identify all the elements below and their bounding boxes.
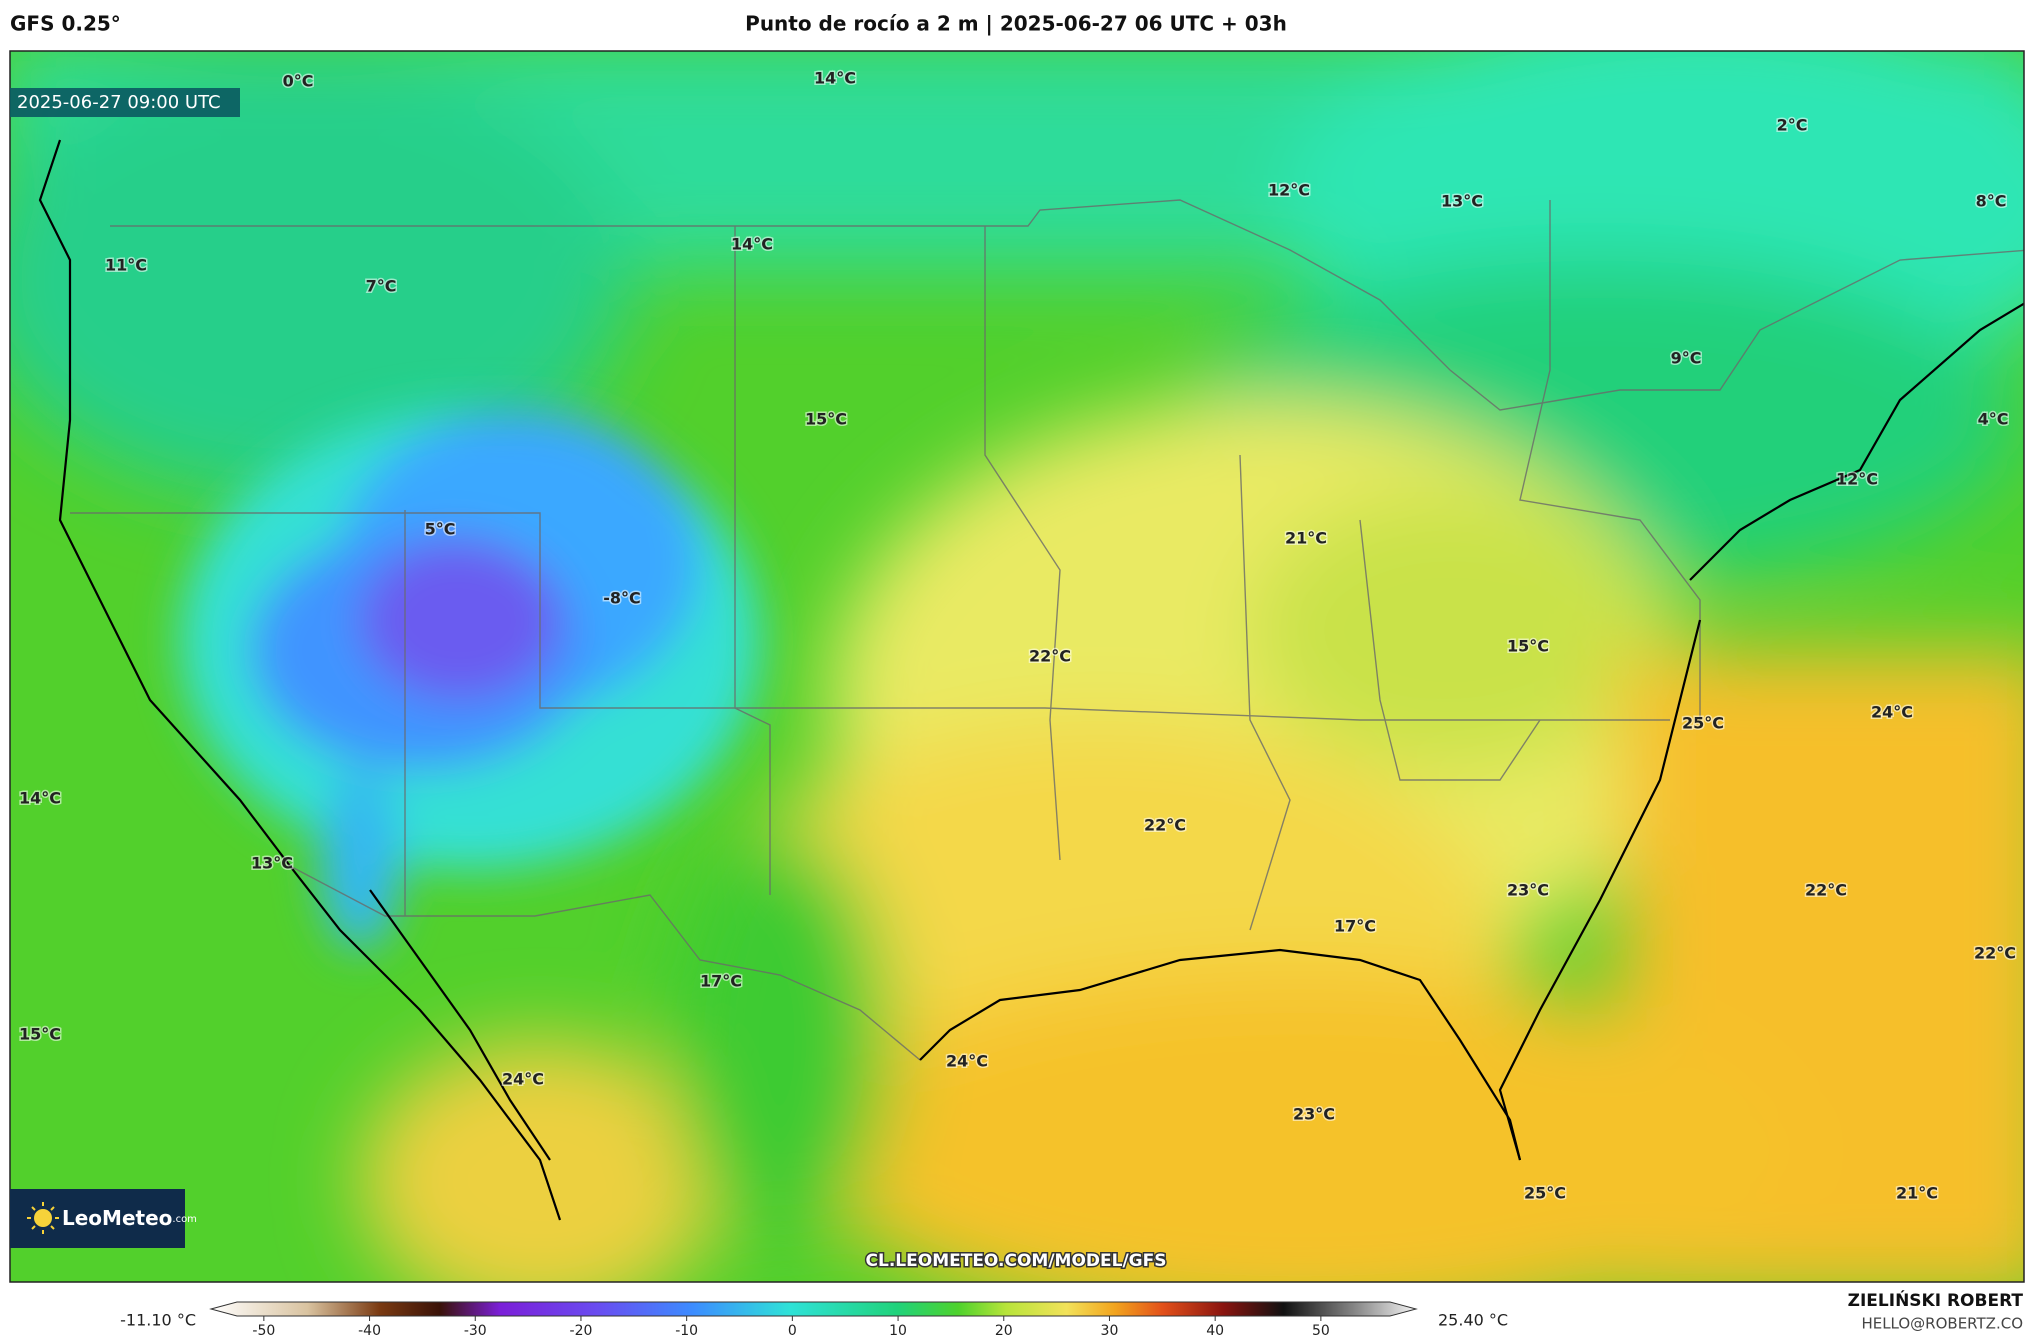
logo: LeoMeteo.com bbox=[62, 1206, 197, 1230]
temperature-label: 22°C bbox=[1974, 944, 2016, 963]
temperature-label: 14°C bbox=[731, 235, 773, 254]
colorbar-tick-label: -10 bbox=[675, 1323, 698, 1339]
colorbar-tick-label: 0 bbox=[788, 1323, 797, 1339]
temperature-label: 13°C bbox=[1441, 192, 1483, 211]
colorbar-tick-label: 50 bbox=[1312, 1323, 1330, 1339]
colorbar-max: 25.40 °C bbox=[1438, 1311, 1508, 1330]
temperature-label: 17°C bbox=[700, 972, 742, 991]
email: HELLO@ROBERTZ.CO bbox=[1861, 1315, 2023, 1333]
timestamp: 2025-06-27 09:00 UTC bbox=[17, 92, 221, 113]
model-name: GFS 0.25° bbox=[10, 12, 121, 36]
watermark: CL.LEOMETEO.COM/MODEL/GFS bbox=[866, 1251, 1167, 1271]
temperature-label: 14°C bbox=[814, 69, 856, 88]
map-frame bbox=[9, 50, 2025, 1283]
logo-suffix: .com bbox=[172, 1214, 197, 1225]
temperature-label: 7°C bbox=[366, 277, 397, 296]
temperature-label: 25°C bbox=[1524, 1184, 1566, 1203]
temperature-label: 21°C bbox=[1285, 529, 1327, 548]
temperature-label: 24°C bbox=[502, 1070, 544, 1089]
temperature-label: 24°C bbox=[946, 1052, 988, 1071]
temperature-label: 14°C bbox=[19, 789, 61, 808]
colorbar-min: -11.10 °C bbox=[120, 1311, 196, 1330]
temperature-label: 12°C bbox=[1268, 181, 1310, 200]
colorbar: -50 -40 -30 -20 -10 0 10 20 30 40 50 bbox=[209, 1301, 1418, 1339]
colorbar-tick-label: -20 bbox=[570, 1323, 593, 1339]
temperature-label: 2°C bbox=[1777, 116, 1808, 135]
colorbar-tick-label: 20 bbox=[995, 1323, 1013, 1339]
timestamp-box bbox=[10, 88, 240, 117]
temperature-label: 0°C bbox=[283, 72, 314, 91]
temperature-label: 15°C bbox=[1507, 637, 1549, 656]
colorbar-tick-label: -50 bbox=[252, 1323, 275, 1339]
temperature-label: 9°C bbox=[1671, 349, 1702, 368]
temperature-label: 21°C bbox=[1896, 1184, 1938, 1203]
temperature-label: 22°C bbox=[1029, 647, 1071, 666]
colorbar-tick-label: -30 bbox=[464, 1323, 487, 1339]
temperature-label: 4°C bbox=[1978, 410, 2009, 429]
colorbar-tick-label: 40 bbox=[1206, 1323, 1224, 1339]
temperature-label: 23°C bbox=[1293, 1105, 1335, 1124]
logo-name: LeoMeteo bbox=[62, 1206, 172, 1230]
temperature-label: 8°C bbox=[1976, 192, 2007, 211]
temperature-label: 15°C bbox=[805, 410, 847, 429]
temperature-label: 13°C bbox=[251, 854, 293, 873]
temperature-label: 24°C bbox=[1871, 703, 1913, 722]
colorbar-tick-label: 10 bbox=[889, 1323, 907, 1339]
temperature-label: 5°C bbox=[425, 520, 456, 539]
map-labels: 0°C 14°C 2°C 12°C 13°C 8°C 14°C 11°C 7°C 9°C 15°C 4… bbox=[17, 67, 2017, 1204]
temperature-label: 15°C bbox=[19, 1025, 61, 1044]
temperature-label: 12°C bbox=[1836, 470, 1878, 489]
temperature-label: 17°C bbox=[1334, 917, 1376, 936]
logo-sun bbox=[27, 1202, 59, 1234]
temperature-label: 25°C bbox=[1682, 714, 1724, 733]
temperature-label: 22°C bbox=[1144, 816, 1186, 835]
colorbar-ramp bbox=[209, 1301, 1418, 1317]
temperature-label: -8°C bbox=[603, 589, 641, 608]
colorbar-tick-label: -40 bbox=[358, 1323, 381, 1339]
temperature-label: 11°C bbox=[105, 256, 147, 275]
map-title: Punto de rocío a 2 m | 2025-06-27 06 UTC… bbox=[745, 12, 1287, 36]
temperature-label: 22°C bbox=[1805, 881, 1847, 900]
colorbar-tick-label: 30 bbox=[1101, 1323, 1119, 1339]
author: ZIELIŃSKI ROBERT bbox=[1848, 1289, 2024, 1311]
temperature-label: 23°C bbox=[1507, 881, 1549, 900]
